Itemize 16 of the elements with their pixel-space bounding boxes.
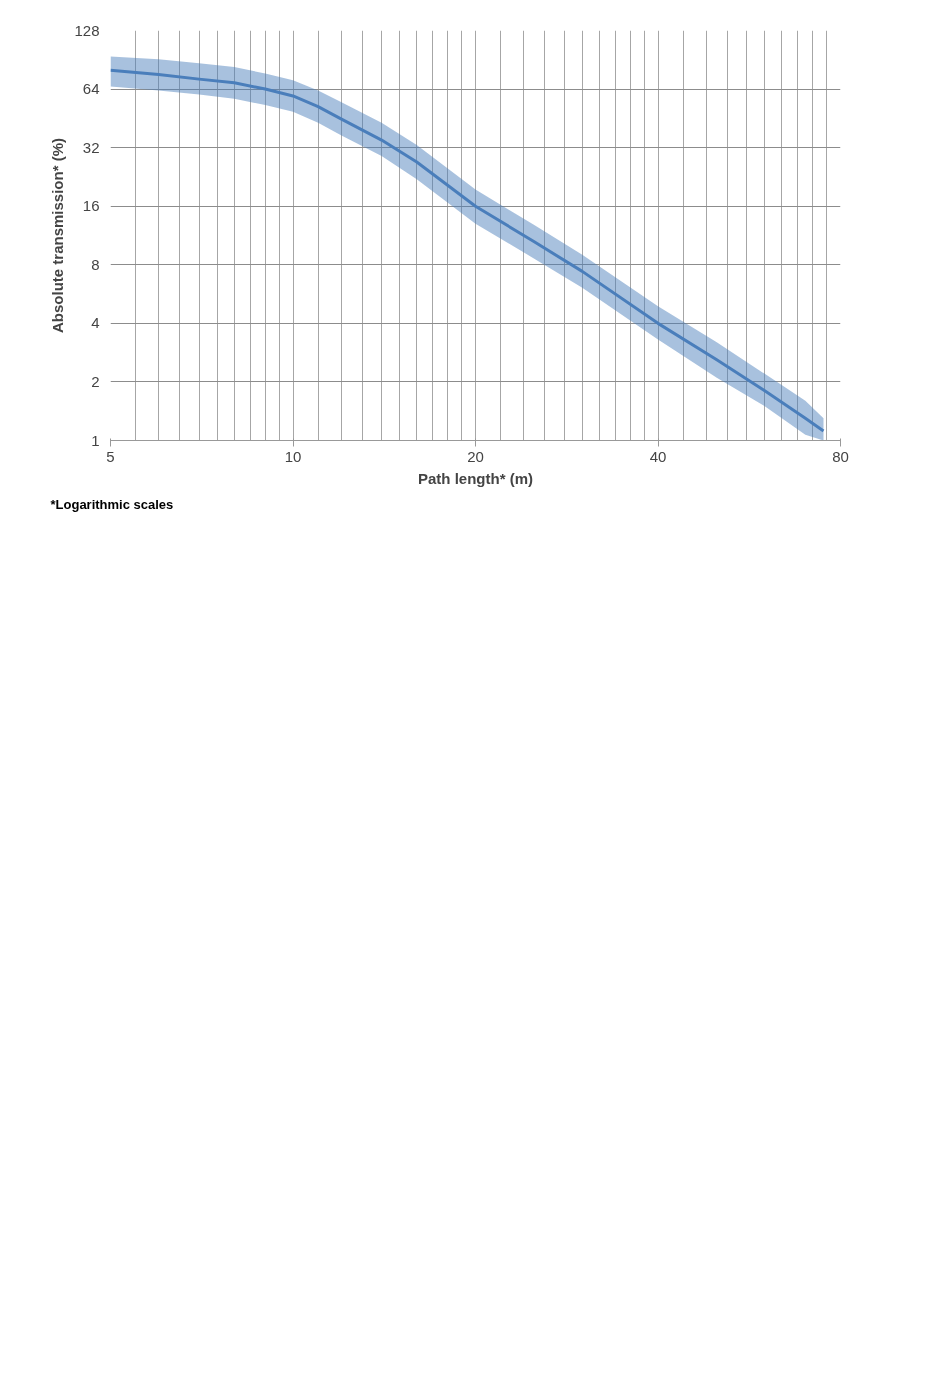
y-axis-title: Absolute transmission* (%) [49, 137, 67, 334]
y-tick-label: 2 [91, 372, 100, 390]
x-tick-label: 80 [832, 447, 849, 465]
x-tick-label: 5 [106, 447, 115, 465]
y-tick-label: 128 [74, 21, 100, 39]
x-axis-title: Path length* (m) [418, 469, 533, 487]
x-tick-label: 20 [467, 447, 484, 465]
y-tick-label: 64 [82, 80, 100, 98]
y-tick-label: 8 [91, 255, 100, 273]
y-tick-label: 4 [91, 314, 100, 332]
x-tick-label: 40 [649, 447, 667, 465]
x-tick-label: 10 [284, 447, 302, 465]
y-tick-label: 32 [82, 138, 100, 156]
y-tick-label: 1 [91, 431, 100, 449]
y-tick-label: 16 [82, 197, 100, 215]
text: *Logarithmic scales [50, 496, 174, 512]
